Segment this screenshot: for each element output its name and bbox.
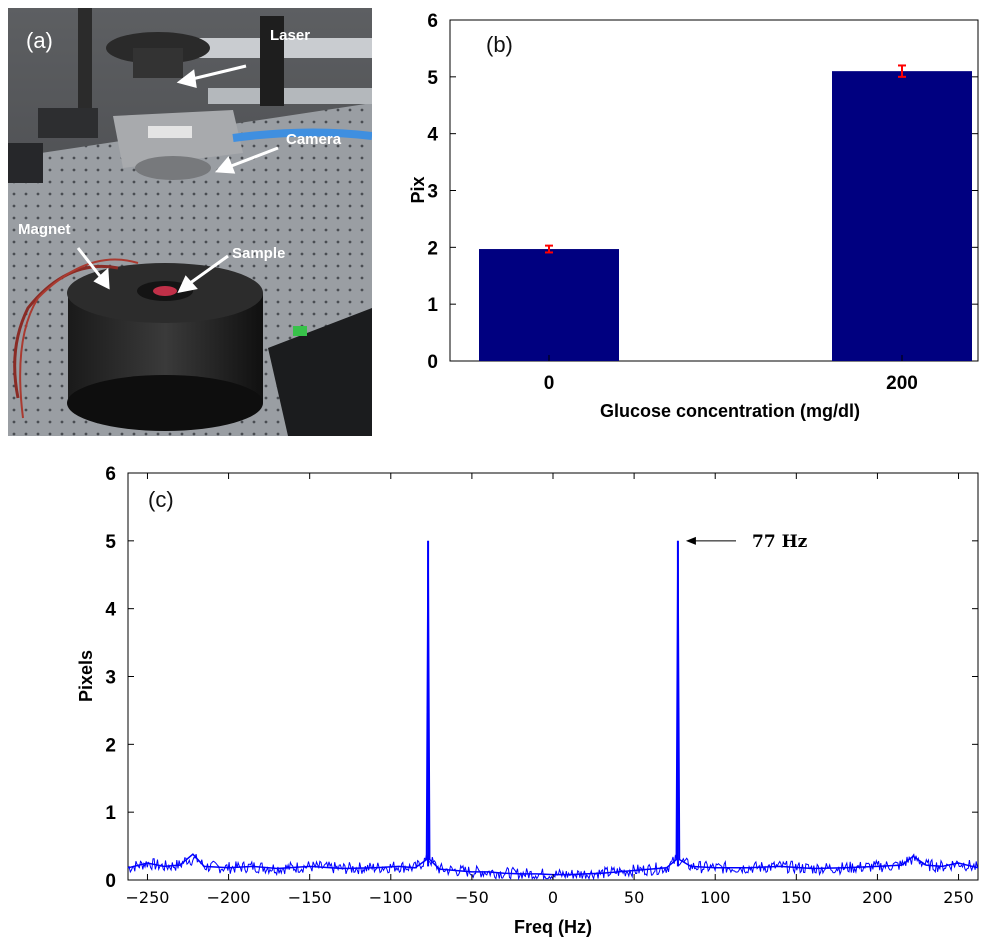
wire — [13, 264, 119, 399]
x-tick-label-0: 0 — [544, 373, 555, 394]
panel-c-letter: (c) — [148, 487, 174, 512]
y-axis-label-c: Pixels — [76, 650, 96, 702]
spectrum-line — [127, 540, 979, 876]
y-tick-label-1: 1 — [427, 295, 438, 316]
y-tick-label-3: 3 — [427, 182, 438, 203]
camera-body — [113, 110, 243, 168]
lens-body — [133, 48, 183, 78]
wire-2 — [19, 258, 139, 419]
stand — [268, 308, 372, 436]
x-tick-label-c: 150 — [781, 888, 812, 907]
plot-frame-b — [449, 19, 979, 362]
setup-photo-drawing: Laser Camera Magnet Sample (a) — [8, 8, 372, 436]
laser-module — [260, 16, 284, 106]
y-tick-label-c: 6 — [105, 464, 116, 485]
x-tick-label-c: −100 — [369, 888, 413, 907]
x-tick-label-c: −250 — [125, 888, 169, 907]
annotation-arrow-head — [685, 536, 696, 545]
label-sample: Sample — [232, 245, 285, 262]
y-tick-label-c: 1 — [105, 803, 116, 824]
y-tick-label-4: 4 — [427, 125, 438, 146]
label-magnet: Magnet — [18, 221, 71, 238]
x-tick-label-c: 0 — [548, 888, 558, 907]
x-tick-label-c: 200 — [862, 888, 893, 907]
y-tick-label-c: 3 — [105, 668, 116, 689]
x-axis-label-b: Glucose concentration (mg/dl) — [600, 401, 860, 421]
y-tick-label-0: 0 — [427, 352, 438, 373]
optics-rail-lower — [208, 88, 372, 104]
setup-photo: Laser Camera Magnet Sample (a) — [8, 8, 372, 436]
y-axis-label-b: Pix — [408, 176, 428, 203]
y-tick-label-c: 5 — [105, 532, 116, 553]
side-block — [8, 143, 43, 183]
magnet-coil-base — [67, 375, 263, 431]
x-axis-label-c: Freq (Hz) — [514, 917, 592, 937]
y-tick-label-2: 2 — [427, 238, 438, 259]
x-tick-label-c: −200 — [207, 888, 251, 907]
x-tick-label-c: −150 — [288, 888, 332, 907]
annotation-label: 77 Hz — [752, 532, 808, 552]
y-tick-label-c: 2 — [105, 735, 116, 756]
label-camera: Camera — [286, 131, 342, 148]
blue-cable — [232, 128, 372, 142]
indicator-led — [293, 326, 307, 336]
y-tick-label-c: 4 — [105, 600, 116, 621]
x-tick-label-200: 200 — [886, 373, 918, 394]
post — [78, 8, 92, 118]
x-tick-label-c: 50 — [624, 888, 644, 907]
y-tick-label-5: 5 — [427, 68, 438, 89]
y-tick-label-6: 6 — [427, 11, 438, 32]
bar-200 — [832, 71, 972, 362]
sample — [153, 286, 177, 296]
camera-lens — [135, 156, 211, 180]
plot-frame-c — [127, 472, 979, 881]
mount-block — [38, 108, 98, 138]
y-tick-label-c: 0 — [105, 871, 116, 892]
spectrum-noise — [127, 853, 978, 881]
annotation-arrows — [76, 64, 279, 294]
bar-0 — [479, 249, 619, 361]
x-tick-label-c: 100 — [700, 888, 731, 907]
label-laser: Laser — [270, 27, 310, 44]
camera-label-plate — [148, 126, 192, 138]
x-tick-label-c: 250 — [943, 888, 974, 907]
x-tick-label-c: −50 — [455, 888, 489, 907]
panel-b-letter: (b) — [486, 32, 513, 57]
panel-a-letter: (a) — [26, 28, 53, 53]
